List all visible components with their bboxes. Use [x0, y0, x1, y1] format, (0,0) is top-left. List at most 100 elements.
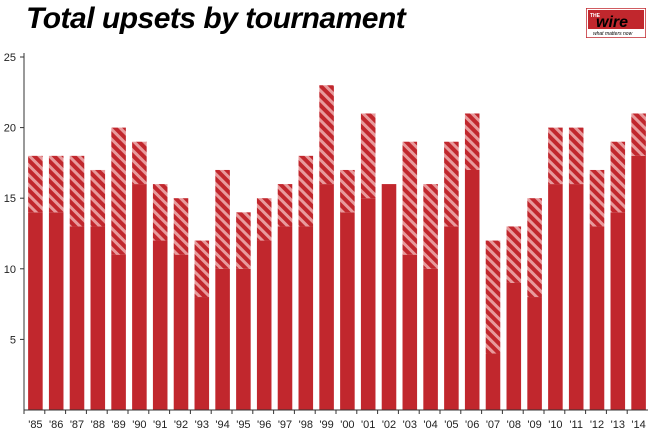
x-tick-label: '04	[423, 419, 437, 431]
bars	[28, 85, 646, 410]
bar-extra	[173, 198, 189, 255]
x-tick-label: '96	[257, 419, 271, 431]
x-tick-label: '98	[299, 419, 313, 431]
bar-base	[589, 226, 605, 410]
x-tick-label: '87	[70, 419, 84, 431]
x-tick-label: '85	[28, 419, 42, 431]
x-tick-label: '90	[132, 419, 146, 431]
y-tick-label: 20	[4, 123, 16, 135]
bar-base	[340, 212, 355, 410]
x-tick-label: '07	[486, 419, 500, 431]
bar-extra	[444, 141, 459, 227]
bar-extra	[132, 141, 147, 185]
logo-top-text: THE	[590, 13, 601, 19]
y-tick-label: 25	[4, 52, 16, 64]
y-tick-label: 5	[10, 334, 16, 346]
x-tick-label: '97	[278, 419, 292, 431]
bar-base	[485, 353, 501, 410]
bar-base	[360, 198, 376, 410]
y-tick-label: 15	[4, 193, 16, 205]
x-tick-label: '88	[91, 419, 105, 431]
bar-base	[444, 226, 459, 410]
x-tick-label: '94	[215, 419, 229, 431]
bar-extra	[340, 169, 355, 213]
bar-extra	[360, 113, 376, 199]
bar-base	[568, 184, 584, 410]
bar-base	[298, 226, 314, 410]
bar-base	[194, 297, 210, 410]
bar-base	[548, 184, 563, 410]
bar-extra	[631, 113, 646, 156]
bar-extra	[69, 155, 85, 227]
logo-tagline: what matters now	[593, 31, 633, 37]
x-tick-label: '10	[548, 419, 562, 431]
bar-extra	[548, 127, 563, 185]
bar-base	[48, 212, 64, 410]
x-axis: '85 '86 '87 '88 '89 '90 '91 '92 '93 '94 '95 '96 '97 '…	[23, 409, 648, 431]
chart-title: Total upsets by tournament	[26, 2, 406, 35]
x-tick-label: '11	[569, 419, 583, 431]
bar-extra	[464, 113, 480, 170]
y-axis: 5 10 15 20 25	[4, 52, 25, 410]
bar-extra	[610, 141, 626, 213]
x-tick-label: '89	[111, 419, 125, 431]
bar-base	[215, 268, 230, 410]
bar-extra	[568, 127, 584, 185]
bar-base	[381, 184, 397, 410]
bar-extra	[152, 184, 168, 241]
x-tick-label: '86	[49, 419, 63, 431]
bar-base	[90, 226, 106, 410]
bar-extra	[319, 85, 334, 185]
x-tick-label: '91	[153, 419, 167, 431]
bar-extra	[589, 169, 605, 227]
x-tick-label: '95	[236, 419, 250, 431]
bar-extra	[423, 184, 438, 269]
the-wire-logo: THE wire what matters now	[586, 8, 646, 38]
x-tick-label: '99	[319, 419, 333, 431]
x-tick-label: '06	[465, 419, 479, 431]
bar-extra	[277, 184, 293, 227]
bar-extra	[485, 240, 501, 354]
x-tick-label: '93	[195, 419, 209, 431]
bar-base	[132, 184, 147, 410]
bar-base	[256, 240, 272, 410]
x-tick-label: '01	[361, 419, 375, 431]
x-tick-label: '05	[444, 419, 458, 431]
x-tick-label: '03	[403, 419, 417, 431]
bar-base	[277, 226, 293, 410]
bar-extra	[215, 169, 230, 269]
bar-base	[69, 226, 85, 410]
bar-base	[464, 169, 480, 410]
bar-extra	[298, 155, 314, 227]
bar-base	[173, 254, 189, 410]
bar-base	[111, 254, 126, 410]
y-tick-label: 10	[4, 264, 16, 276]
bar-base	[610, 212, 626, 410]
bar-base	[28, 212, 43, 410]
logo-main-text: wire	[596, 14, 628, 31]
bar-extra	[506, 226, 522, 283]
bar-base	[423, 268, 438, 410]
x-tick-label: '00	[340, 419, 354, 431]
bar-base	[152, 240, 168, 410]
bar-extra	[194, 240, 210, 298]
bar-extra	[256, 198, 272, 241]
bar-base	[506, 282, 522, 410]
bar-extra	[527, 198, 542, 298]
bar-extra	[111, 127, 126, 255]
x-tick-label: '92	[174, 419, 188, 431]
bar-extra	[402, 141, 418, 255]
bar-extra	[90, 169, 106, 227]
bar-base	[236, 268, 251, 410]
bar-extra	[236, 212, 251, 269]
bar-base	[527, 297, 542, 410]
x-tick-label: '13	[611, 419, 625, 431]
x-tick-label: '09	[527, 419, 541, 431]
x-tick-label: '08	[507, 419, 521, 431]
bar-extra	[48, 155, 64, 213]
bar-base	[402, 254, 418, 410]
x-tick-label: '12	[590, 419, 604, 431]
bar-extra	[28, 155, 43, 213]
x-tick-label: '14	[631, 419, 645, 431]
